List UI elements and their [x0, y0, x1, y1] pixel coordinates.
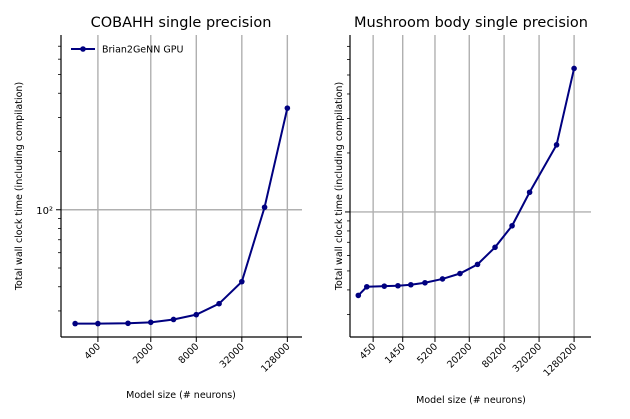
data-point [553, 142, 560, 148]
legend-marker [80, 46, 86, 52]
y-axis-label: Total wall clock time (including compila… [14, 82, 25, 291]
data-point [355, 292, 362, 299]
data-point [72, 320, 78, 327]
series-line [75, 107, 289, 325]
y-axis-label: Total wall clock time (including compila… [334, 82, 345, 291]
series-line [357, 68, 576, 297]
data-point [95, 320, 101, 327]
data-point [170, 316, 177, 323]
data-point [364, 283, 370, 290]
data-point [239, 278, 245, 285]
x-tick-label: 400 [82, 341, 103, 362]
chart-title: Mushroom body single precision [354, 15, 588, 31]
chart-cobahh: COBAHH single precision Total wall clock… [14, 15, 302, 401]
data-point [395, 282, 401, 289]
chart-title: COBAHH single precision [91, 15, 272, 31]
data-point [408, 281, 414, 288]
data-point [571, 65, 577, 72]
data-point [526, 189, 533, 196]
x-tick-label: 1450 [383, 341, 408, 366]
chart-mushroom-body: Mushroom body single precision Total wal… [334, 15, 591, 406]
data-point [147, 319, 154, 326]
data-point [261, 204, 268, 211]
x-tick-label: 128000 [259, 341, 292, 374]
data-point [457, 270, 463, 277]
x-axis-label: Model size (# neurons) [126, 390, 236, 401]
data-point [509, 222, 515, 229]
x-tick-label: 5200 [415, 341, 440, 366]
x-tick-label: 32000 [218, 341, 247, 370]
x-axis-label: Model size (# neurons) [416, 395, 526, 406]
x-tick-label: 1280200 [542, 341, 580, 379]
x-tick-label: 450 [358, 341, 379, 362]
x-tick-label: 320200 [511, 341, 544, 374]
data-point [422, 279, 428, 286]
data-point [125, 320, 131, 327]
data-point [193, 311, 200, 318]
data-point [492, 244, 498, 251]
data-point [284, 105, 291, 111]
legend-label: Brian2GeNN GPU [102, 45, 183, 56]
x-tick-label: 80200 [480, 341, 509, 370]
y-tick-label: 10² [36, 206, 53, 217]
data-point [216, 300, 222, 307]
x-tick-label: 8000 [177, 341, 202, 366]
x-tick-label: 20200 [445, 341, 474, 370]
data-point [474, 261, 481, 268]
x-tick-label: 2000 [131, 341, 156, 366]
data-point [439, 276, 446, 282]
data-point [381, 283, 388, 289]
